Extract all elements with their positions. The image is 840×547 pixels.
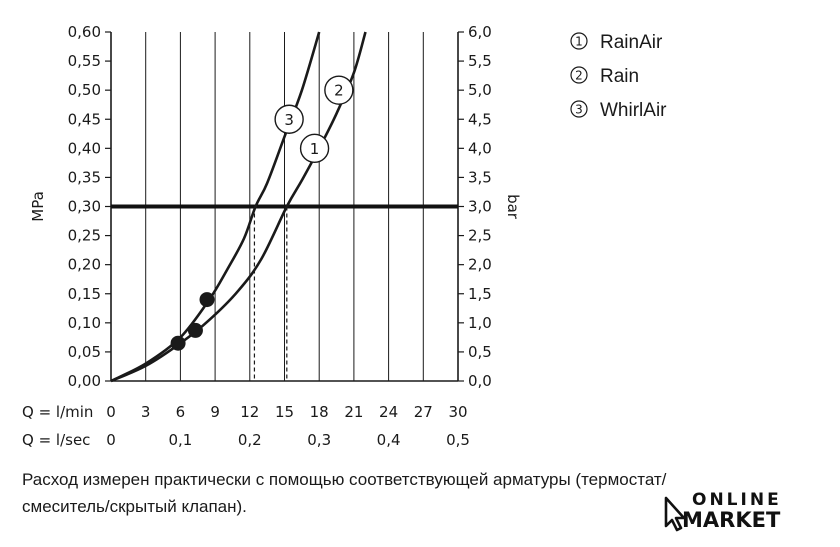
ytick-label-right-9: 4,5 (468, 110, 492, 128)
series-dot-2 (170, 335, 186, 351)
ytick-label-left-9: 0,45 (68, 110, 101, 128)
dashed-drop-lines (253, 206, 288, 381)
ytick-label-right-5: 2,5 (468, 227, 492, 245)
ytick-label-right-8: 4,0 (468, 139, 492, 157)
ytick-label-right-11: 5,5 (468, 52, 492, 70)
ytick-label-right-7: 3,5 (468, 168, 492, 186)
ytick-label-right-2: 1,0 (468, 314, 492, 332)
xtick-label-0-1: 3 (141, 403, 151, 421)
series-dots (170, 292, 215, 351)
ytick-label-right-6: 3,0 (468, 198, 492, 216)
callout-number-1: 1 (310, 140, 320, 158)
callout-circle-2 (324, 75, 354, 105)
legend-number-2: 2 (575, 69, 583, 83)
xtick-label-0-8: 24 (379, 403, 398, 421)
x-ticks: Q = l/min 0 3 6 9 12 15 18 21 24 27 30 Q = l/sec 0 0,1… (22, 403, 470, 449)
legend-marker-1 (570, 32, 588, 50)
legend: 1 RainAir 2 Rain 3 WhirlAir (570, 32, 667, 121)
x-row-label-1: Q = l/sec (22, 431, 90, 449)
legend-label-2: Rain (600, 66, 639, 87)
y-axis-label-right: bar (504, 194, 522, 220)
y-ticks-right: 0,0 0,5 1,0 1,5 2,0 2,5 3,0 3,5 4,0 4,5 5,0 5,5 6,0 (458, 23, 492, 390)
xtick-label-0-0: 0 (106, 403, 116, 421)
ytick-label-right-3: 1,5 (468, 285, 492, 303)
logo-text-online: ONLINE (692, 490, 782, 510)
legend-label-1: RainAir (600, 32, 663, 53)
xtick-label-1-5: 0,5 (446, 431, 470, 449)
ytick-label-left-5: 0,25 (68, 227, 101, 245)
pressure-flow-chart: 0,000,050,100,150,200,250,300,350,400,45… (22, 23, 667, 449)
ytick-label-right-0: 0,0 (468, 372, 492, 390)
y-ticks-left: 0,00 0,05 0,10 0,15 0,20 0,25 0,30 0,35 0,40 0,45… (68, 23, 111, 390)
ytick-label-left-6: 0,30 (68, 198, 101, 216)
caption-line-2: смеситель/скрытый клапан). (22, 497, 247, 516)
xtick-label-1-4: 0,4 (377, 431, 401, 449)
ytick-label-right-12: 6,0 (468, 23, 492, 41)
xtick-label-0-9: 27 (414, 403, 433, 421)
ytick-label-left-3: 0,15 (68, 285, 101, 303)
ytick-label-left-10: 0,50 (68, 81, 101, 99)
ytick-label-left-7: 0,35 (68, 168, 101, 186)
xtick-label-1-2: 0,2 (238, 431, 262, 449)
legend-number-3: 3 (575, 103, 583, 117)
xtick-label-0-10: 30 (448, 403, 467, 421)
callout-number-2: 2 (334, 82, 344, 100)
legend-number-1: 1 (575, 35, 583, 49)
callout-circle-1 (299, 133, 330, 164)
legend-marker-2 (570, 66, 588, 84)
xtick-label-1-0: 0 (106, 431, 116, 449)
caption-line-1: Расход измерен практически с помощью соо… (22, 470, 667, 489)
chart-caption: Расход измерен практически с помощью соо… (22, 466, 822, 520)
legend-item-1: 1 RainAir (570, 32, 663, 53)
callout-number-3: 3 (284, 111, 294, 129)
series-dot-3 (199, 292, 215, 308)
legend-label-3: WhirlAir (600, 100, 667, 121)
logo-text-market: MARKET (682, 508, 781, 532)
legend-item-2: 2 Rain (570, 66, 639, 87)
xtick-label-0-7: 21 (344, 403, 363, 421)
ytick-label-right-10: 5,0 (468, 81, 492, 99)
legend-marker-3 (570, 100, 588, 118)
ytick-label-left-0: 0,00 (68, 372, 101, 390)
series-dot-1 (187, 322, 203, 338)
x-row-label-0: Q = l/min (22, 403, 93, 421)
ytick-label-left-8: 0,40 (68, 139, 101, 157)
xtick-label-0-3: 9 (210, 403, 220, 421)
xtick-label-1-1: 0,1 (168, 431, 192, 449)
ytick-label-left-1: 0,05 (68, 343, 101, 361)
ytick-label-left-12: 0,60 (68, 23, 101, 41)
y-axis-label-left: MPa (29, 191, 47, 222)
xtick-label-0-5: 15 (275, 403, 294, 421)
ytick-label-left-2: 0,10 (68, 314, 101, 332)
xtick-label-0-4: 12 (240, 403, 259, 421)
ytick-label-right-1: 0,5 (468, 343, 492, 361)
cursor-arrow-icon (664, 496, 686, 532)
series-callouts: 1 2 3 (274, 75, 354, 164)
ytick-label-left-4: 0,20 (68, 256, 101, 274)
xtick-label-0-6: 18 (310, 403, 329, 421)
online-market-logo: ONLINE MARKET (662, 490, 802, 536)
ytick-label-right-4: 2,0 (468, 256, 492, 274)
xtick-label-0-2: 6 (176, 403, 186, 421)
callout-circle-3 (274, 104, 304, 134)
legend-item-3: 3 WhirlAir (570, 100, 667, 121)
xtick-label-1-3: 0,3 (307, 431, 331, 449)
ytick-label-left-11: 0,55 (68, 52, 101, 70)
